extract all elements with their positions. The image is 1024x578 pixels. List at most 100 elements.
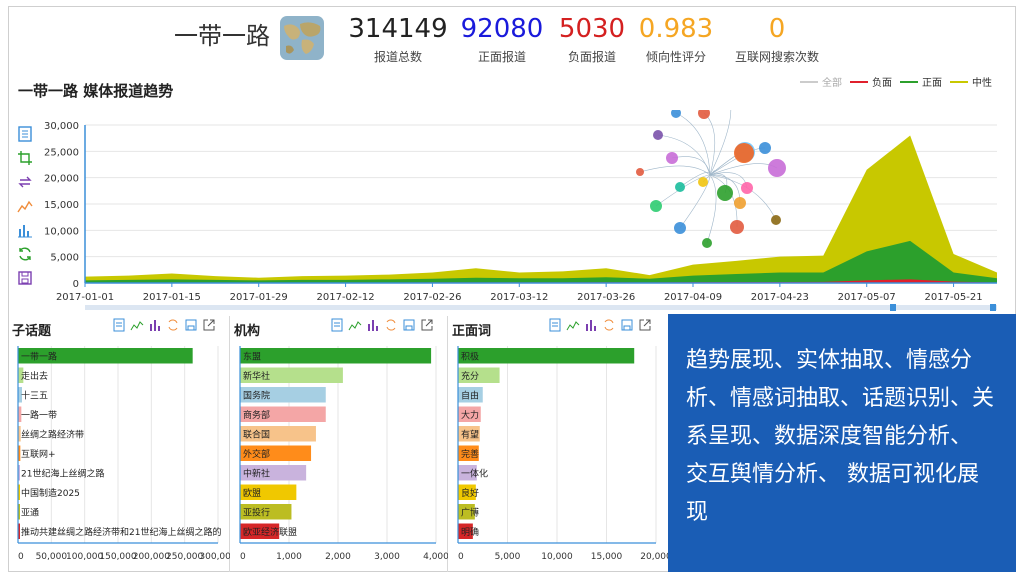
legend-item-negative[interactable]: 负面 <box>850 74 892 89</box>
save-icon[interactable] <box>184 318 198 332</box>
bar[interactable] <box>240 426 316 442</box>
bar-chart-icon[interactable] <box>584 318 598 332</box>
refresh-icon[interactable] <box>17 246 33 262</box>
world-map-icon[interactable] <box>280 16 324 60</box>
legend-item-all[interactable]: 全部 <box>800 74 842 89</box>
network-node[interactable] <box>768 159 786 177</box>
bar[interactable] <box>458 465 477 481</box>
bar[interactable] <box>458 426 480 442</box>
bar[interactable] <box>240 367 343 384</box>
network-node[interactable] <box>734 143 754 163</box>
bar-label: 联合国 <box>243 429 270 441</box>
network-node[interactable] <box>674 222 686 234</box>
positive-words-bar-chart[interactable]: 0 5,000 10,000 15,000 20,000 积极充分自由大力有望完善一体化良… <box>448 342 668 572</box>
bar-label: 一体化 <box>461 468 488 480</box>
legend-item-positive[interactable]: 正面 <box>900 74 942 89</box>
legend-label: 正面 <box>922 78 942 89</box>
bar[interactable] <box>240 504 292 520</box>
network-node[interactable] <box>671 110 681 118</box>
bar[interactable] <box>240 406 326 423</box>
network-node[interactable] <box>771 215 781 225</box>
organization-bar-chart[interactable]: 0 1,000 2,000 3,000 4,000 东盟新华社国务院商务部联合国外交部中新… <box>230 342 448 572</box>
bar[interactable] <box>240 445 312 462</box>
bar[interactable] <box>240 523 280 540</box>
bar-label: 中国制造2025 <box>21 487 80 499</box>
bar[interactable] <box>458 406 481 423</box>
bar[interactable] <box>458 504 475 520</box>
save-icon[interactable] <box>402 318 416 332</box>
bar-chart-icon[interactable] <box>17 222 33 238</box>
network-node[interactable] <box>741 182 753 194</box>
bar-chart-icon[interactable] <box>366 318 380 332</box>
restore-icon[interactable] <box>17 174 33 190</box>
data-view-icon[interactable] <box>330 318 344 332</box>
bar[interactable] <box>18 387 22 403</box>
network-node[interactable] <box>702 238 712 248</box>
bar-chart-icon[interactable] <box>148 318 162 332</box>
data-view-icon[interactable] <box>17 126 33 142</box>
kpi-label: 报道总数 <box>373 50 422 64</box>
bar[interactable] <box>458 348 635 364</box>
trend-area-chart[interactable]: 0 5,000 10,000 15,000 20,000 25,000 30,000 2017… <box>0 110 1024 316</box>
refresh-icon[interactable] <box>166 318 180 332</box>
data-zoom-handle[interactable] <box>990 304 996 311</box>
x-tick-label: 15,000 <box>591 552 623 562</box>
save-icon[interactable] <box>17 270 33 286</box>
network-node[interactable] <box>698 110 710 119</box>
zoom-icon[interactable] <box>17 150 33 166</box>
bar[interactable] <box>458 523 473 540</box>
series-area-负面[interactable] <box>85 279 997 283</box>
x-tick-label: 0 <box>18 552 24 562</box>
bar[interactable] <box>18 367 24 384</box>
series-area-正面[interactable] <box>85 240 997 283</box>
network-node[interactable] <box>650 200 662 212</box>
x-tick-label: 3,000 <box>374 552 400 562</box>
bar[interactable] <box>240 465 307 481</box>
bar[interactable] <box>18 465 20 481</box>
line-chart-icon[interactable] <box>130 318 144 332</box>
bar[interactable] <box>458 367 500 384</box>
bar[interactable] <box>18 445 21 462</box>
bar[interactable] <box>18 406 22 423</box>
bar[interactable] <box>458 445 479 462</box>
line-chart-icon[interactable] <box>566 318 580 332</box>
network-node[interactable] <box>717 185 733 201</box>
refresh-icon[interactable] <box>384 318 398 332</box>
network-node[interactable] <box>653 130 663 140</box>
bar[interactable] <box>18 426 21 442</box>
bar[interactable] <box>18 484 20 501</box>
bar[interactable] <box>458 387 483 403</box>
bar[interactable] <box>240 387 326 403</box>
subtopic-bar-chart[interactable]: 0 50,000100,000150,000200,000250,000300,0… <box>8 342 230 572</box>
data-view-icon[interactable] <box>548 318 562 332</box>
line-chart-icon[interactable] <box>17 198 33 214</box>
data-view-icon[interactable] <box>112 318 126 332</box>
external-link-icon[interactable] <box>202 318 216 332</box>
bar[interactable] <box>458 484 476 501</box>
data-zoom-track[interactable] <box>85 305 997 310</box>
data-zoom-handle[interactable] <box>890 304 896 311</box>
network-node[interactable] <box>759 142 771 154</box>
legend-item-neutral[interactable]: 中性 <box>950 74 992 89</box>
save-icon[interactable] <box>620 318 634 332</box>
external-link-icon[interactable] <box>420 318 434 332</box>
line-chart-icon[interactable] <box>348 318 362 332</box>
bar[interactable] <box>18 348 193 364</box>
network-node[interactable] <box>734 197 746 209</box>
network-edge <box>655 174 711 207</box>
bar-label: 十三五 <box>21 390 48 402</box>
external-link-icon[interactable] <box>638 318 652 332</box>
bar[interactable] <box>240 348 432 364</box>
network-node[interactable] <box>730 220 744 234</box>
kpi-value: 92080 <box>460 14 544 44</box>
refresh-icon[interactable] <box>602 318 616 332</box>
relation-network-graph[interactable] <box>636 110 786 248</box>
bar[interactable] <box>18 523 20 540</box>
network-node[interactable] <box>636 168 644 176</box>
bar[interactable] <box>240 484 297 501</box>
bar-chart-body: 0 1,000 2,000 3,000 4,000 东盟新华社国务院商务部联合国外交部中新… <box>239 346 448 562</box>
network-node[interactable] <box>675 182 685 192</box>
bar[interactable] <box>18 504 20 520</box>
network-node[interactable] <box>666 152 678 164</box>
network-node[interactable] <box>698 177 708 187</box>
